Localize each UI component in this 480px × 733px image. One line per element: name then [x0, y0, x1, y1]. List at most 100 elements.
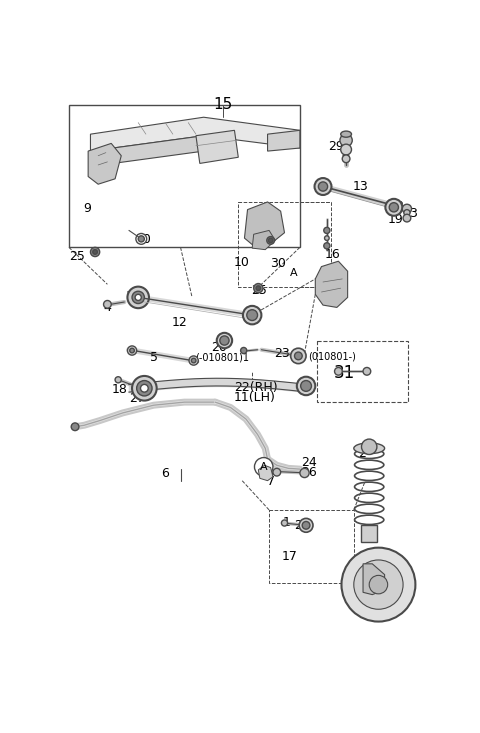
Text: 16: 16: [324, 248, 340, 261]
Text: 21: 21: [295, 519, 310, 532]
Text: 18: 18: [112, 383, 128, 396]
Circle shape: [273, 468, 281, 476]
Circle shape: [281, 520, 288, 526]
Circle shape: [189, 356, 198, 365]
Polygon shape: [244, 202, 285, 246]
Circle shape: [192, 358, 196, 363]
Text: 29: 29: [328, 140, 344, 153]
Text: 17: 17: [281, 550, 297, 563]
Ellipse shape: [341, 131, 351, 137]
Polygon shape: [252, 230, 275, 250]
Circle shape: [132, 291, 144, 303]
Circle shape: [127, 346, 137, 356]
Bar: [361, 526, 377, 542]
Polygon shape: [88, 144, 121, 184]
Text: 1: 1: [282, 516, 290, 529]
Text: (-010801)1: (-010801)1: [195, 352, 249, 362]
Circle shape: [385, 199, 402, 216]
Text: 11(LH): 11(LH): [234, 391, 276, 404]
Ellipse shape: [354, 443, 384, 454]
Polygon shape: [90, 136, 204, 166]
Circle shape: [341, 548, 415, 622]
Circle shape: [268, 238, 273, 243]
Text: 9: 9: [83, 202, 91, 215]
Polygon shape: [267, 130, 300, 151]
Circle shape: [361, 439, 377, 454]
Text: A: A: [290, 268, 298, 278]
Text: 5: 5: [150, 351, 158, 364]
Text: 30: 30: [135, 232, 151, 246]
Circle shape: [220, 336, 229, 345]
Text: 6: 6: [161, 467, 169, 480]
Circle shape: [135, 295, 141, 301]
Text: 22(RH): 22(RH): [234, 381, 277, 394]
Text: 30: 30: [270, 257, 286, 270]
Text: 2: 2: [358, 447, 366, 460]
Circle shape: [132, 376, 156, 400]
Circle shape: [369, 575, 388, 594]
Circle shape: [141, 384, 148, 392]
Text: 27: 27: [129, 392, 145, 405]
Text: 12: 12: [172, 316, 188, 329]
Circle shape: [335, 367, 342, 375]
Circle shape: [302, 521, 310, 529]
Bar: [317, 341, 408, 402]
Text: 25: 25: [69, 250, 85, 262]
Text: 19: 19: [388, 213, 403, 226]
Circle shape: [267, 237, 275, 244]
Text: 23: 23: [275, 347, 290, 361]
Circle shape: [256, 286, 261, 290]
Text: 10: 10: [234, 256, 250, 269]
Polygon shape: [315, 261, 348, 307]
Text: 15: 15: [213, 97, 232, 112]
Bar: [238, 202, 331, 287]
Circle shape: [324, 227, 330, 234]
Circle shape: [138, 236, 144, 242]
Text: 28: 28: [388, 200, 404, 213]
Text: 13: 13: [352, 180, 368, 194]
Text: 14: 14: [126, 290, 142, 303]
Circle shape: [295, 352, 302, 360]
Circle shape: [254, 457, 273, 476]
Polygon shape: [363, 564, 384, 594]
Circle shape: [354, 560, 403, 609]
Circle shape: [314, 178, 332, 195]
Circle shape: [300, 468, 309, 478]
Circle shape: [389, 203, 398, 212]
Text: 26: 26: [301, 466, 317, 479]
Circle shape: [90, 247, 100, 257]
Bar: [269, 510, 354, 583]
Circle shape: [93, 250, 97, 254]
Circle shape: [254, 284, 263, 292]
Circle shape: [240, 347, 247, 353]
Circle shape: [403, 214, 411, 222]
Text: 8: 8: [265, 465, 273, 478]
Bar: [69, 105, 300, 247]
Circle shape: [104, 301, 111, 308]
Circle shape: [247, 310, 258, 320]
Text: 4: 4: [341, 148, 349, 161]
Circle shape: [137, 380, 152, 396]
Circle shape: [324, 236, 329, 240]
Text: 24: 24: [301, 456, 317, 469]
Circle shape: [324, 243, 330, 249]
Text: 20: 20: [211, 342, 227, 354]
Circle shape: [363, 367, 371, 375]
Circle shape: [341, 144, 351, 155]
Text: 4: 4: [104, 301, 111, 314]
Circle shape: [291, 348, 306, 364]
Polygon shape: [258, 465, 273, 481]
Text: (010801-): (010801-): [308, 351, 356, 361]
Circle shape: [243, 306, 262, 324]
Text: 3: 3: [409, 207, 417, 221]
Text: 31: 31: [334, 364, 355, 382]
Circle shape: [340, 134, 352, 147]
Circle shape: [217, 333, 232, 348]
Circle shape: [318, 182, 328, 191]
Circle shape: [300, 380, 312, 391]
Circle shape: [342, 155, 350, 163]
Circle shape: [115, 377, 121, 383]
Text: 25: 25: [252, 284, 267, 298]
Polygon shape: [196, 130, 238, 163]
Circle shape: [297, 377, 315, 395]
